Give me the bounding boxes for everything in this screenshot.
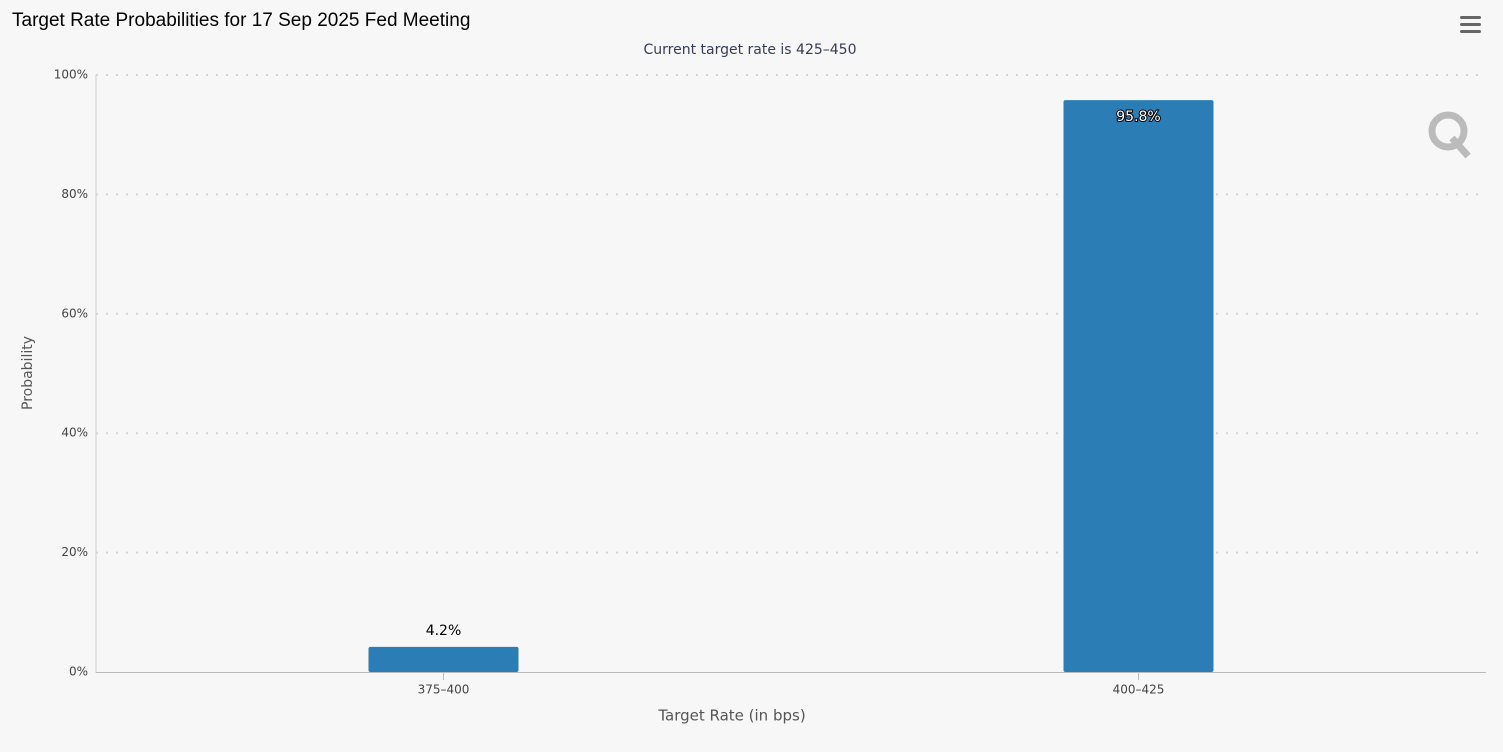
y-axis-title: Probability [20,336,36,410]
menu-bar [1460,23,1481,26]
menu-button[interactable] [1460,16,1481,33]
y-tick-label: 0% [69,665,88,679]
chart-title: Target Rate Probabilities for 17 Sep 202… [12,10,470,31]
logo-tail [1449,135,1471,159]
menu-bar [1460,30,1481,33]
logo [1428,111,1471,159]
y-tick-label: 80% [61,187,88,201]
y-tick-label: 40% [61,426,88,440]
menu-bar [1460,16,1481,19]
y-tick-label: 60% [61,306,88,320]
bar [368,646,519,672]
x-tick-label: 400–425 [1113,683,1165,697]
y-tick-label: 20% [61,545,88,559]
y-tick-label: 100% [54,68,88,82]
logo-ring [1428,111,1468,151]
x-axis-title: Target Rate (in bps) [657,707,805,725]
x-tick-label: 375–400 [418,683,470,697]
bar [1063,100,1214,673]
chart-subtitle: Current target rate is 425–450 [643,42,856,58]
data-label: 95.8% [1116,109,1160,125]
data-label: 4.2% [426,623,462,639]
